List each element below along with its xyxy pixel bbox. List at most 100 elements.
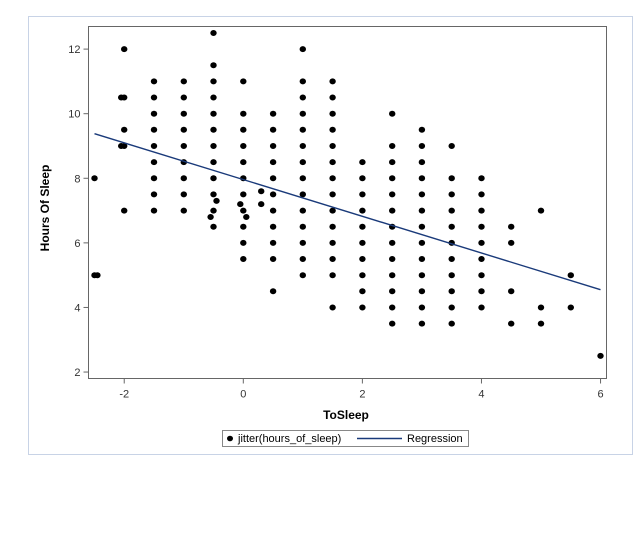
data-point <box>121 46 128 53</box>
data-point <box>299 78 306 85</box>
data-point <box>213 197 220 204</box>
data-point <box>329 207 336 214</box>
data-point <box>448 272 455 279</box>
data-point <box>329 175 336 182</box>
data-point <box>359 256 366 262</box>
y-axis: 2 4 6 8 10 12 <box>68 44 89 379</box>
data-point <box>210 191 217 198</box>
data-point <box>121 126 128 133</box>
data-point <box>299 223 306 230</box>
data-point <box>180 191 187 198</box>
regression-line <box>94 133 601 291</box>
data-point <box>329 191 336 198</box>
data-point <box>359 223 366 230</box>
data-point <box>299 94 306 101</box>
data-point <box>329 143 336 149</box>
data-point <box>269 126 277 133</box>
data-point <box>448 223 455 230</box>
legend-box <box>222 430 469 447</box>
data-point <box>121 207 128 214</box>
data-point <box>329 256 336 262</box>
legend: jitter(hours_of_sleep) Regression <box>222 430 469 447</box>
data-point <box>150 207 158 214</box>
data-point <box>210 207 217 214</box>
data-point <box>118 143 125 149</box>
data-point <box>269 239 277 246</box>
data-point <box>418 191 426 198</box>
data-point <box>537 320 545 327</box>
data-point <box>389 239 396 246</box>
data-point <box>478 256 485 262</box>
data-point <box>508 288 515 295</box>
data-point <box>269 191 277 198</box>
data-point <box>299 143 306 149</box>
data-point <box>210 78 217 85</box>
data-point <box>448 256 455 262</box>
data-point <box>329 223 336 230</box>
data-point <box>329 126 336 133</box>
data-point <box>418 207 426 214</box>
data-point <box>418 223 426 230</box>
data-point <box>329 304 336 311</box>
legend-scatter-label: jitter(hours_of_sleep) <box>237 433 341 445</box>
data-point <box>299 191 306 198</box>
data-point <box>269 223 277 230</box>
data-point <box>210 110 217 117</box>
data-point <box>389 272 396 279</box>
data-point <box>269 175 277 182</box>
x-tick-label: -2 <box>119 389 129 401</box>
data-point <box>359 288 366 295</box>
y-axis-title: Hours Of Sleep <box>38 165 52 252</box>
data-point <box>150 159 158 166</box>
data-point <box>207 214 214 220</box>
data-point <box>269 256 277 262</box>
data-point <box>448 143 455 149</box>
data-point <box>299 272 306 279</box>
x-tick-label: 2 <box>359 389 365 401</box>
data-point <box>269 207 277 214</box>
legend-regression-label: Regression <box>407 433 463 445</box>
data-point <box>210 159 217 166</box>
data-point <box>269 159 277 166</box>
data-point <box>150 110 158 117</box>
data-point <box>299 159 306 166</box>
data-point <box>448 320 455 327</box>
data-point <box>448 207 455 214</box>
y-tick-label: 12 <box>68 44 80 56</box>
data-point <box>269 143 277 149</box>
data-point <box>299 126 306 133</box>
data-point <box>359 159 366 166</box>
x-axis: -2 0 2 4 6 <box>119 378 604 401</box>
y-tick-label: 6 <box>74 238 80 250</box>
data-point <box>240 223 247 230</box>
data-point <box>389 191 396 198</box>
data-point <box>240 239 247 246</box>
x-tick-label: 6 <box>597 389 603 401</box>
data-point <box>243 214 250 220</box>
data-point <box>537 207 545 214</box>
data-point <box>180 110 187 117</box>
data-point <box>478 239 485 246</box>
data-point <box>240 126 247 133</box>
data-point <box>150 94 158 101</box>
data-point <box>478 207 485 214</box>
data-point <box>359 191 366 198</box>
x-tick-label: 0 <box>240 389 246 401</box>
data-point <box>418 256 426 262</box>
data-point <box>240 256 247 262</box>
data-point <box>180 126 187 133</box>
data-point <box>418 143 426 149</box>
data-point <box>567 304 574 311</box>
data-point <box>150 143 158 149</box>
data-point <box>258 201 265 208</box>
data-point <box>448 288 455 295</box>
data-point <box>537 304 545 311</box>
y-tick-label: 8 <box>74 173 80 185</box>
data-point <box>567 272 574 279</box>
legend-scatter-marker <box>227 435 233 442</box>
data-point <box>418 320 426 327</box>
data-point <box>240 159 247 166</box>
y-tick-label: 10 <box>68 109 80 121</box>
data-point <box>180 175 187 182</box>
data-point <box>210 175 217 182</box>
